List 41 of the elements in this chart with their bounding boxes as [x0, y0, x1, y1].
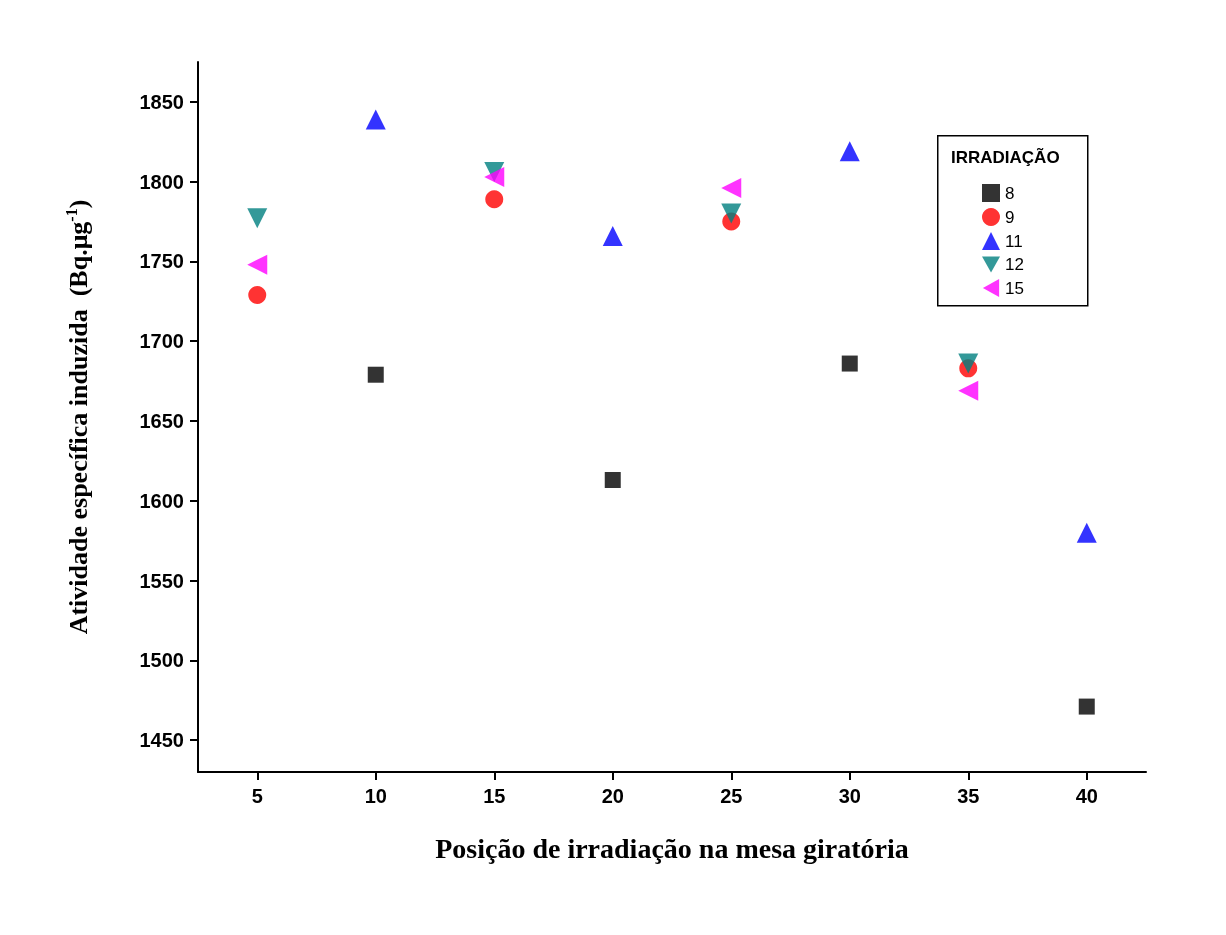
legend-label: 8: [1005, 183, 1015, 203]
point: [721, 178, 742, 199]
point: [958, 380, 979, 401]
point: [247, 208, 268, 229]
y-tick-label: 1600: [139, 489, 184, 512]
legend-label: 11: [1005, 231, 1023, 251]
point: [367, 366, 384, 383]
x-axis-title: Posição de irradiação na mesa giratória: [435, 832, 909, 864]
x-tick-label: 10: [364, 785, 387, 807]
point: [365, 109, 386, 130]
legend-label: 9: [1005, 207, 1015, 227]
point: [247, 254, 268, 275]
x-tick-label: 35: [957, 785, 980, 807]
point: [602, 225, 623, 246]
point: [248, 285, 267, 304]
y-tick-label: 1750: [139, 250, 184, 273]
x-tick-label: 40: [1075, 785, 1098, 807]
legend-label: 15: [1005, 278, 1024, 298]
point: [604, 472, 621, 489]
y-tick-label: 1450: [139, 729, 184, 752]
y-tick-label: 1700: [139, 330, 184, 353]
y-tick-label: 1850: [139, 90, 184, 113]
x-tick-label: 15: [483, 785, 506, 807]
point: [1078, 698, 1095, 715]
x-tick-label: 25: [720, 785, 743, 807]
legend-label: 12: [1005, 255, 1024, 274]
point: [839, 141, 860, 162]
point: [721, 203, 742, 224]
y-tick-label: 1800: [139, 170, 184, 193]
y-tick-label: 1500: [139, 649, 184, 672]
x-tick-label: 30: [838, 785, 861, 807]
point: [841, 355, 858, 372]
x-tick-label: 20: [601, 785, 624, 807]
point: [485, 190, 504, 209]
y-axis-title: Atividade específica induzida (Bq.μg-1): [62, 199, 93, 635]
point: [1076, 522, 1097, 543]
point: [958, 353, 979, 374]
legend-title: IRRADIAÇÃO: [951, 147, 1060, 167]
x-tick-label: 5: [251, 785, 263, 807]
y-tick-label: 1550: [139, 569, 184, 592]
y-tick-label: 1650: [139, 409, 184, 432]
